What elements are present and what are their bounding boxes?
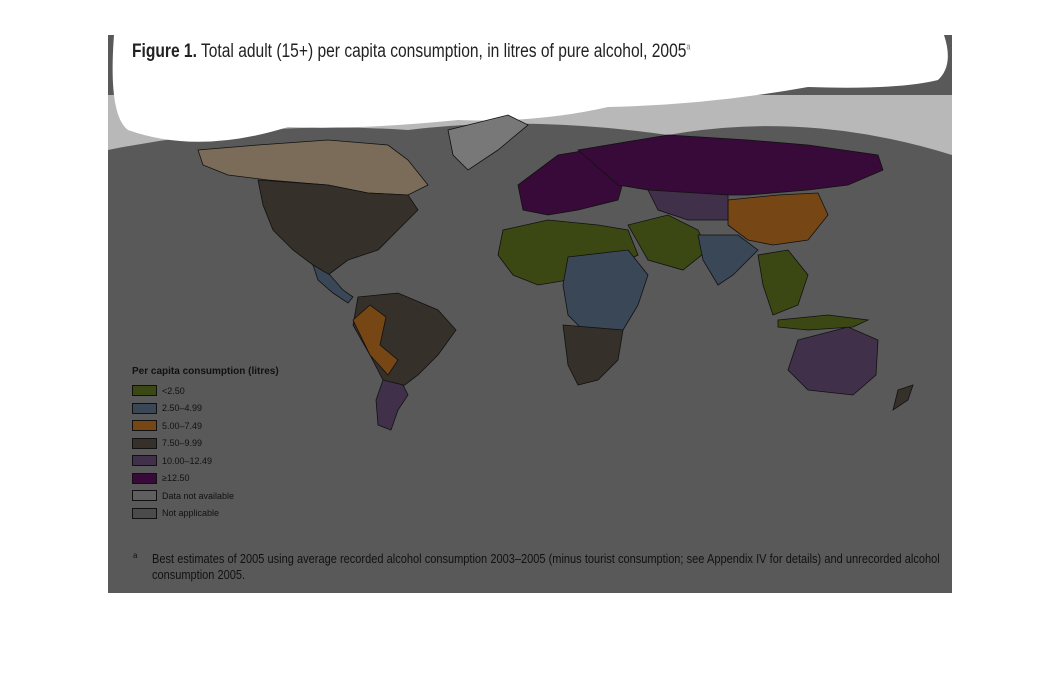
new-zealand <box>892 384 914 411</box>
legend-label: 5.00–7.49 <box>162 420 203 431</box>
world-map <box>108 35 952 431</box>
legend-item: 7.50–9.99 <box>132 435 279 453</box>
legend-item: ≥12.50 <box>132 470 279 488</box>
legend-label: Data not available <box>162 490 235 501</box>
title-text: Total adult (15+) per capita consumption… <box>200 41 687 62</box>
legend-label: 10.00–12.49 <box>162 455 213 466</box>
legend-swatch <box>132 472 157 484</box>
australia <box>787 326 879 396</box>
southern-africa <box>562 324 624 386</box>
argentina <box>375 379 409 431</box>
russia <box>577 134 884 196</box>
title-note: a <box>686 41 691 52</box>
legend-item: Not applicable <box>132 505 279 523</box>
legend-swatch <box>132 385 157 397</box>
legend: Per capita consumption (litres) <2.50 2.5… <box>132 366 279 522</box>
legend-label: ≥12.50 <box>162 473 190 484</box>
central-america <box>312 264 354 304</box>
legend-item: <2.50 <box>132 382 279 400</box>
legend-item: 5.00–7.49 <box>132 417 279 435</box>
legend-swatch <box>132 420 157 432</box>
footnote-marker: a <box>133 551 138 560</box>
legend-label: <2.50 <box>162 385 185 396</box>
figure-title: Figure 1. Total adult (15+) per capita c… <box>132 41 691 63</box>
legend-item: 10.00–12.49 <box>132 452 279 470</box>
title-cloud <box>112 35 948 142</box>
greenland <box>447 114 529 171</box>
legend-label: Not applicable <box>162 508 220 519</box>
legend-swatch <box>132 437 157 449</box>
legend-swatch <box>132 507 157 519</box>
legend-swatch <box>132 402 157 414</box>
legend-swatch <box>132 455 157 467</box>
map-panel <box>108 35 952 593</box>
middle-east <box>627 214 709 271</box>
legend-item: Data not available <box>132 487 279 505</box>
central-asia <box>647 189 729 221</box>
legend-label: 2.50–4.99 <box>162 403 203 414</box>
legend-swatch <box>132 490 157 502</box>
china <box>727 192 829 246</box>
india <box>697 234 759 286</box>
central-africa <box>562 249 649 336</box>
southeast-asia <box>757 249 809 316</box>
north-america <box>257 179 419 276</box>
legend-label: 7.50–9.99 <box>162 438 203 449</box>
footnote-text: Best estimates of 2005 using average rec… <box>152 551 940 582</box>
indonesia <box>777 314 870 331</box>
legend-items: <2.50 2.50–4.99 5.00–7.49 7.50–9.99 10.00–12… <box>132 382 279 522</box>
figure-label: Figure 1. <box>132 41 197 62</box>
andes <box>352 304 399 376</box>
legend-title: Per capita consumption (litres) <box>132 366 279 377</box>
legend-item: 2.50–4.99 <box>132 400 279 418</box>
